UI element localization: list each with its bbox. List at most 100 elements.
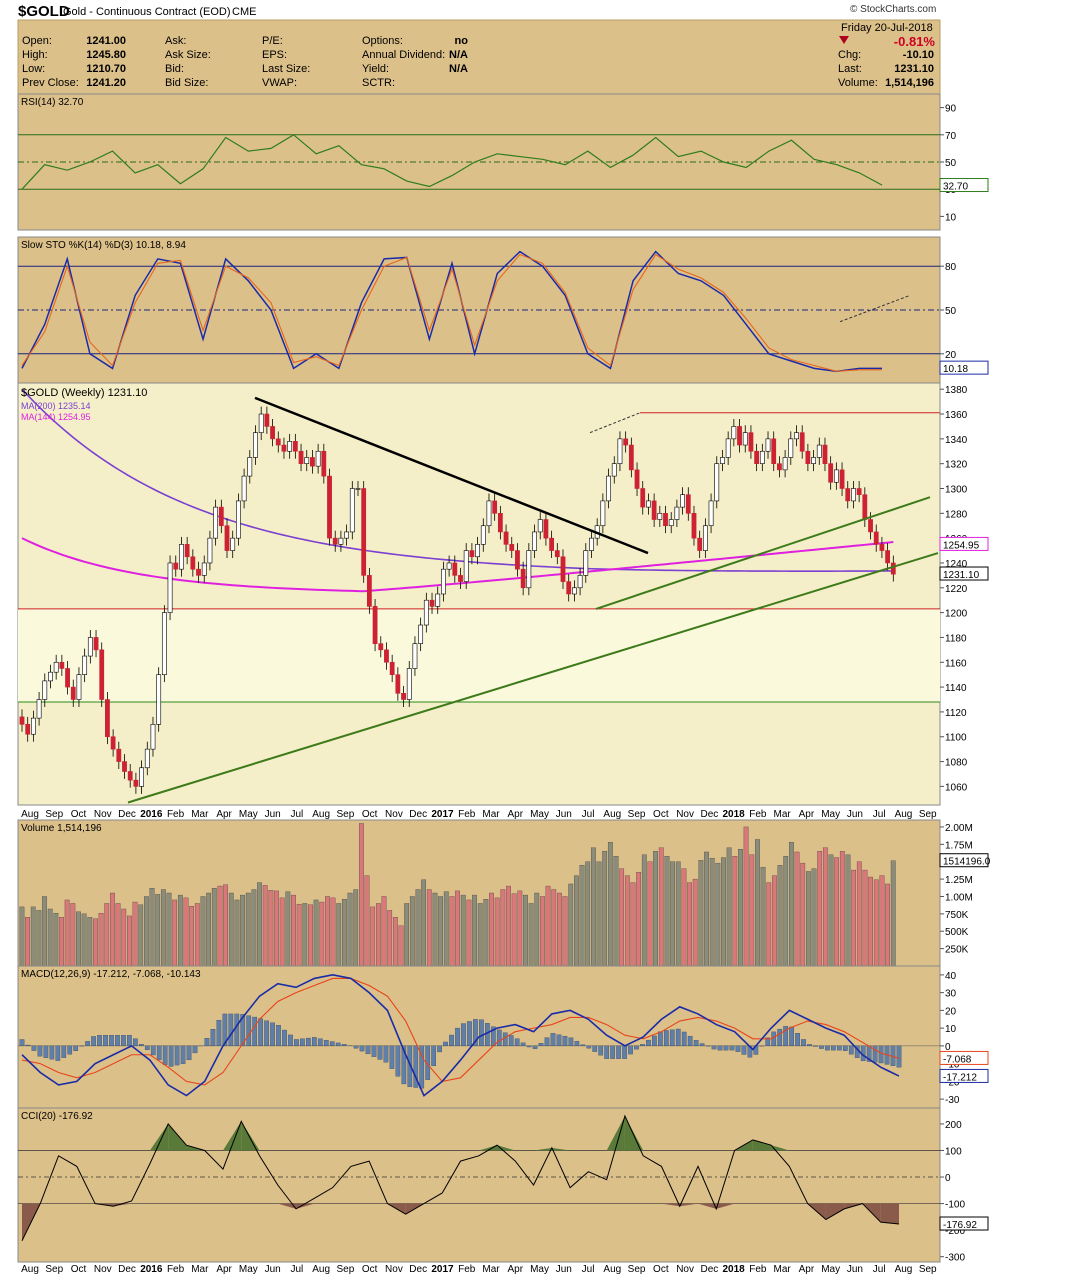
x-axis-label: Nov — [94, 809, 112, 820]
volume-bar — [404, 903, 410, 967]
stat-value: no — [455, 35, 469, 47]
candle — [856, 488, 862, 496]
stat-value: N/A — [449, 49, 468, 61]
x-axis-label: May — [530, 1264, 549, 1275]
volume-bar — [472, 894, 477, 967]
y-tick-label: 1160 — [945, 658, 967, 669]
macd-histogram-bar — [449, 1034, 454, 1047]
cci-line — [21, 1114, 900, 1241]
rsi-line — [21, 134, 883, 190]
sto-d-line — [21, 253, 883, 372]
x-axis-label: Mar — [191, 1264, 209, 1275]
y-tick-label: 1080 — [945, 758, 968, 769]
candle — [640, 488, 646, 508]
macd-histogram-bar — [383, 1045, 389, 1063]
candle — [794, 432, 799, 440]
candle — [731, 426, 737, 440]
candle — [253, 432, 258, 458]
volume-bar — [811, 868, 817, 967]
volume-bar — [574, 875, 579, 967]
x-axis-label: Aug — [895, 1264, 913, 1275]
x-axis-label: Oct — [71, 809, 87, 820]
volume-bar — [641, 854, 647, 967]
volume-bar — [460, 894, 466, 967]
candle — [412, 643, 418, 669]
y-tick-label: 1100 — [945, 733, 967, 744]
macd-histogram-bar — [329, 1041, 335, 1047]
macd-histogram-bar — [180, 1045, 186, 1064]
volume-bar — [845, 854, 851, 967]
candle — [537, 519, 543, 533]
candle — [560, 556, 566, 582]
stat-label: P/E: — [262, 35, 283, 47]
macd-histogram-bar — [544, 1037, 550, 1047]
macd-histogram-bar — [121, 1035, 126, 1047]
candle — [224, 525, 230, 551]
value-label-box — [939, 178, 989, 193]
volume-bar — [438, 896, 443, 967]
candle — [184, 544, 190, 558]
x-axis-label: Aug — [895, 809, 913, 820]
candle — [275, 438, 281, 446]
x-axis-label: Feb — [458, 809, 476, 820]
volume-bar — [732, 856, 738, 967]
quote-box — [17, 19, 941, 95]
macd-histogram-bar — [31, 1045, 37, 1051]
x-axis-label: Mar — [482, 1264, 500, 1275]
volume-bar — [851, 869, 857, 967]
volume-bar — [709, 858, 715, 967]
volume-bar — [319, 901, 325, 967]
macd-histogram-bar — [323, 1039, 329, 1047]
candle — [611, 463, 617, 477]
candle — [583, 550, 589, 576]
x-axis-label: Mar — [191, 809, 209, 820]
volume-bar — [862, 869, 868, 967]
candle — [549, 537, 555, 551]
macd-histogram-bar — [204, 1038, 210, 1047]
macd-histogram-bar — [389, 1045, 395, 1069]
value-label-box — [939, 853, 989, 868]
volume-bar — [353, 889, 359, 967]
x-axis-label: Dec — [700, 809, 718, 820]
macd-histogram-bar — [144, 1045, 150, 1050]
candle — [133, 779, 139, 787]
candle — [452, 562, 458, 576]
volume-bar — [557, 892, 562, 967]
y-tick-label: 1120 — [945, 708, 967, 719]
quote-stats: Open: 1241.00 High: 1245.80 Low: 1210.70 Prev … — [22, 35, 934, 89]
signal-line — [21, 977, 900, 1086]
volume-bar — [749, 854, 755, 967]
x-axis-label: Jun — [847, 1264, 863, 1275]
x-axis-label: Jun — [265, 1264, 281, 1275]
candle — [406, 668, 412, 700]
candle — [264, 413, 270, 427]
macd-histogram-bar — [616, 1045, 621, 1059]
candle — [241, 475, 247, 502]
macd-histogram-bar — [133, 1038, 138, 1047]
stat-value: 1231.10 — [894, 63, 934, 75]
candle — [389, 661, 395, 675]
y-tick-label: 90 — [945, 104, 957, 115]
volume-bar — [98, 913, 104, 967]
stat-label: EPS: — [262, 49, 287, 61]
candle — [554, 550, 560, 558]
macd-histogram-bar — [699, 1043, 705, 1047]
candle — [173, 562, 179, 570]
volume-bar — [540, 896, 545, 967]
macd-histogram-bar — [568, 1037, 574, 1047]
volume-bar — [325, 896, 330, 967]
candle — [190, 556, 196, 570]
volume-bar — [856, 861, 862, 967]
x-axis-label: Jul — [873, 809, 886, 820]
volume-bar — [664, 856, 670, 967]
volume-bar — [873, 879, 879, 967]
macd-histogram-bar — [371, 1045, 377, 1057]
volume-bar — [885, 883, 890, 967]
candle — [53, 661, 59, 673]
candle — [868, 519, 873, 533]
volume-bar — [449, 896, 455, 967]
volume-bar — [53, 913, 59, 967]
candle — [93, 637, 99, 651]
volume-bar — [834, 857, 840, 967]
